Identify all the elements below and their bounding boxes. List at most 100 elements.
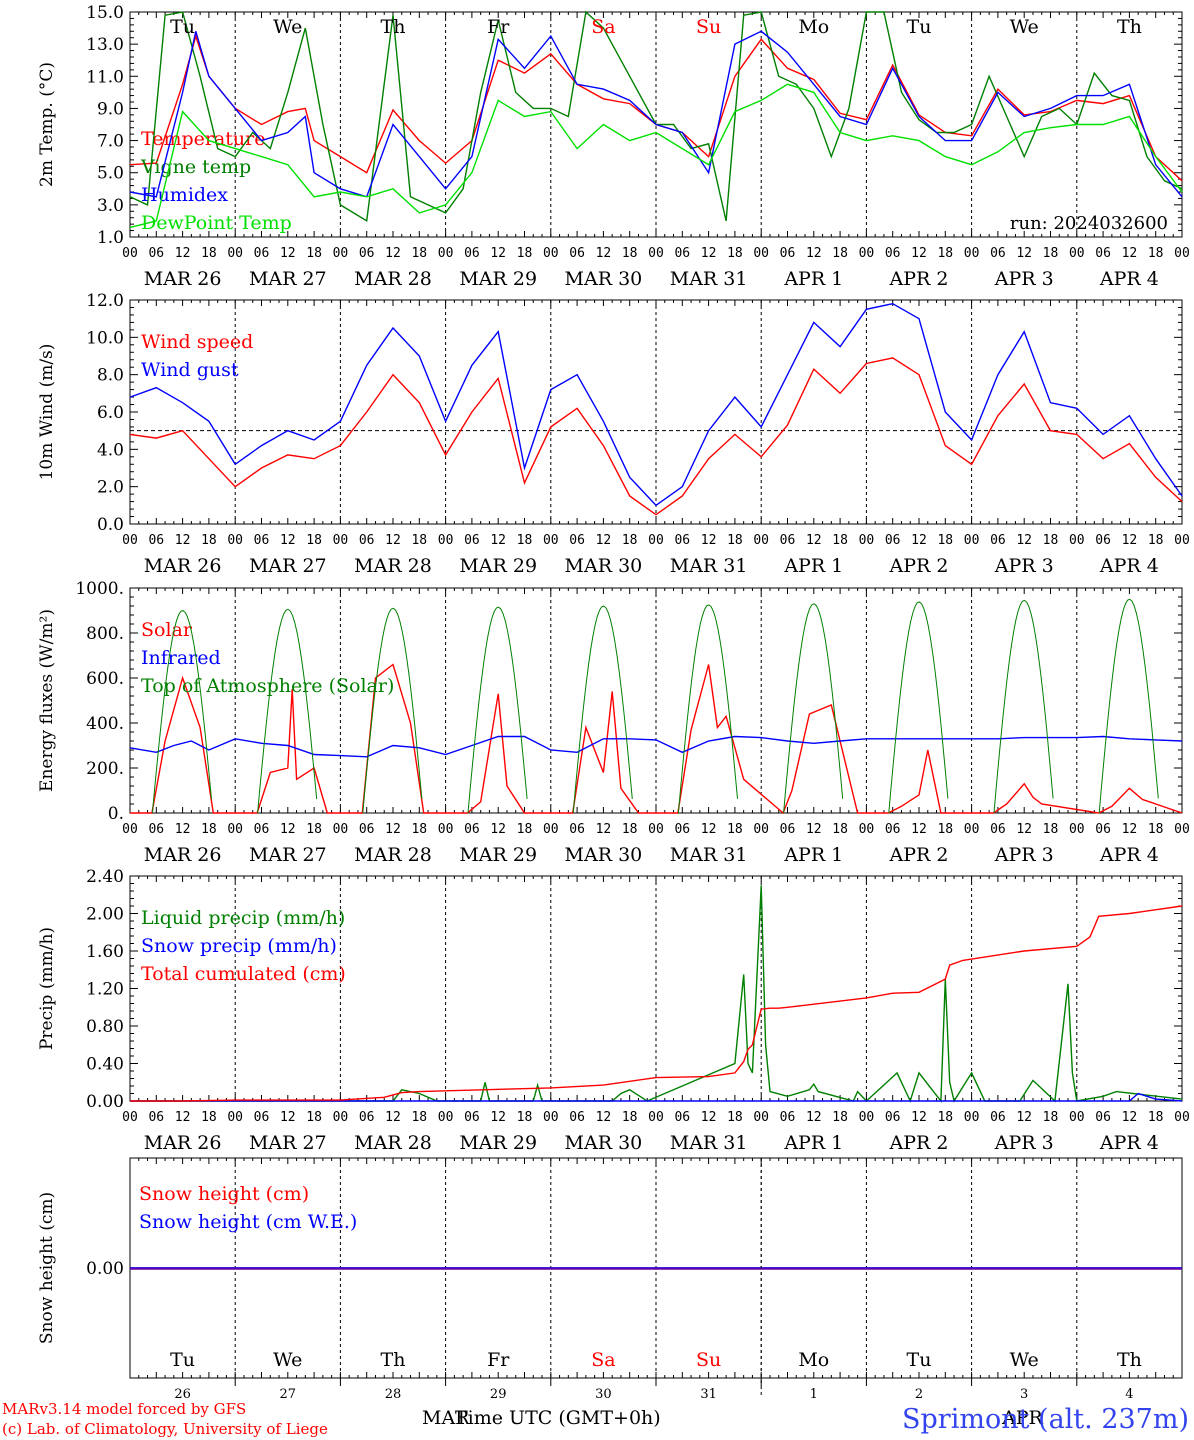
y-tick-label: 9.0 [97, 99, 124, 119]
legend-entry: DewPoint Temp [141, 212, 292, 234]
panel-frame [129, 587, 1183, 814]
hour-tick-label: 06 [148, 1110, 164, 1125]
hour-tick-label: 00 [438, 246, 454, 261]
y-tick-label: 0.00 [86, 1259, 124, 1279]
weekday-label-top: Th [1117, 16, 1142, 38]
hour-tick-label: 00 [333, 533, 349, 548]
hour-tick-label: 00 [1069, 533, 1085, 548]
hour-tick-label: 12 [1016, 1110, 1032, 1125]
hour-tick-label: 06 [780, 1110, 796, 1125]
weekday-label-bottom: We [1010, 1349, 1039, 1371]
legend-entry: Total cumulated (cm) [141, 963, 346, 985]
date-label: MAR 27 [249, 844, 327, 866]
hour-tick-label: 18 [727, 822, 743, 837]
date-label: APR 1 [783, 268, 843, 290]
hour-tick-label: 00 [648, 246, 664, 261]
hour-tick-label: 18 [622, 822, 638, 837]
series-toa-day [151, 610, 212, 814]
legend-entry: Top of Atmosphere (Solar) [141, 675, 394, 697]
date-label: MAR 30 [565, 555, 643, 577]
legend-entry: Liquid precip (mm/h) [141, 907, 345, 929]
hour-tick-label: 06 [1095, 1110, 1111, 1125]
hour-tick-label: 00 [1174, 1110, 1190, 1125]
hour-tick-label: 06 [990, 822, 1006, 837]
hour-tick-label: 00 [122, 246, 138, 261]
date-label: APR 4 [1099, 1132, 1159, 1154]
date-label: APR 1 [783, 555, 843, 577]
hour-tick-label: 06 [569, 533, 585, 548]
date-label: APR 3 [994, 268, 1054, 290]
hour-tick-label: 06 [990, 533, 1006, 548]
hour-tick-label: 18 [201, 822, 217, 837]
hour-tick-label: 12 [806, 533, 822, 548]
y-tick-label: 1.20 [86, 980, 124, 1000]
hour-tick-label: 18 [727, 1110, 743, 1125]
hour-tick-label: 18 [1043, 822, 1059, 837]
date-label: MAR 26 [144, 844, 222, 866]
hour-tick-label: 18 [411, 246, 427, 261]
hour-tick-label: 18 [201, 246, 217, 261]
y-tick-label: 1.0 [97, 228, 124, 248]
legend-entry: Snow height (cm W.E.) [139, 1211, 357, 1233]
hour-tick-label: 12 [701, 1110, 717, 1125]
date-label: MAR 29 [459, 1132, 537, 1154]
hour-tick-label: 00 [964, 533, 980, 548]
date-label: MAR 31 [670, 555, 748, 577]
day-number: 4 [1125, 1387, 1133, 1402]
y-tick-label: 1000. [75, 579, 124, 599]
hour-tick-label: 06 [254, 533, 270, 548]
hour-tick-label: 18 [411, 822, 427, 837]
legend-entry: Temperature [141, 128, 265, 150]
hour-tick-label: 06 [254, 246, 270, 261]
hour-tick-label: 12 [1016, 533, 1032, 548]
date-label: APR 4 [1099, 268, 1159, 290]
hour-tick-label: 06 [885, 822, 901, 837]
hour-tick-label: 18 [832, 533, 848, 548]
hour-tick-label: 06 [990, 1110, 1006, 1125]
month-label-mar: MAR [422, 1407, 470, 1429]
weekday-label-top: Th [381, 16, 406, 38]
hour-tick-label: 00 [753, 533, 769, 548]
date-label: MAR 26 [144, 268, 222, 290]
legend-entry: Snow height (cm) [139, 1183, 309, 1205]
hour-tick-label: 18 [306, 822, 322, 837]
hour-tick-label: 12 [596, 1110, 612, 1125]
hour-tick-label: 00 [438, 1110, 454, 1125]
day-number: 1 [810, 1387, 818, 1402]
day-number: 27 [280, 1387, 297, 1402]
hour-tick-label: 12 [385, 822, 401, 837]
date-label: APR 4 [1099, 844, 1159, 866]
hour-tick-label: 06 [254, 1110, 270, 1125]
hour-tick-label: 06 [148, 822, 164, 837]
hour-tick-label: 00 [122, 533, 138, 548]
legend-entry: Wind gust [141, 359, 239, 381]
y-tick-label: 0.40 [86, 1055, 124, 1075]
date-label: MAR 26 [144, 555, 222, 577]
hour-tick-label: 18 [306, 1110, 322, 1125]
y-tick-label: 800. [86, 624, 124, 644]
y-axis-label: Snow height (cm) [37, 1192, 57, 1344]
hour-tick-label: 18 [937, 533, 953, 548]
hour-tick-label: 12 [806, 246, 822, 261]
hour-tick-label: 00 [1174, 822, 1190, 837]
legend-entry: Solar [141, 619, 193, 641]
hour-tick-label: 18 [622, 533, 638, 548]
hour-tick-label: 00 [333, 1110, 349, 1125]
y-tick-label: 0.00 [86, 1092, 124, 1112]
hour-tick-label: 00 [438, 822, 454, 837]
hour-tick-label: 00 [543, 533, 559, 548]
hour-tick-label: 06 [1095, 822, 1111, 837]
day-number: 30 [595, 1387, 612, 1402]
series-toa-day [257, 608, 318, 814]
legend-entry: Humidex [141, 184, 228, 206]
date-label: APR 3 [994, 1132, 1054, 1154]
date-label: MAR 31 [670, 1132, 748, 1154]
hour-tick-label: 00 [648, 1110, 664, 1125]
hour-tick-label: 18 [1148, 1110, 1164, 1125]
series-line-3 [129, 83, 1183, 229]
hour-tick-label: 12 [280, 533, 296, 548]
hour-tick-label: 18 [517, 1110, 533, 1125]
hour-tick-label: 18 [1043, 1110, 1059, 1125]
series-line-1 [130, 1092, 1183, 1102]
y-tick-label: 7.0 [97, 132, 124, 152]
